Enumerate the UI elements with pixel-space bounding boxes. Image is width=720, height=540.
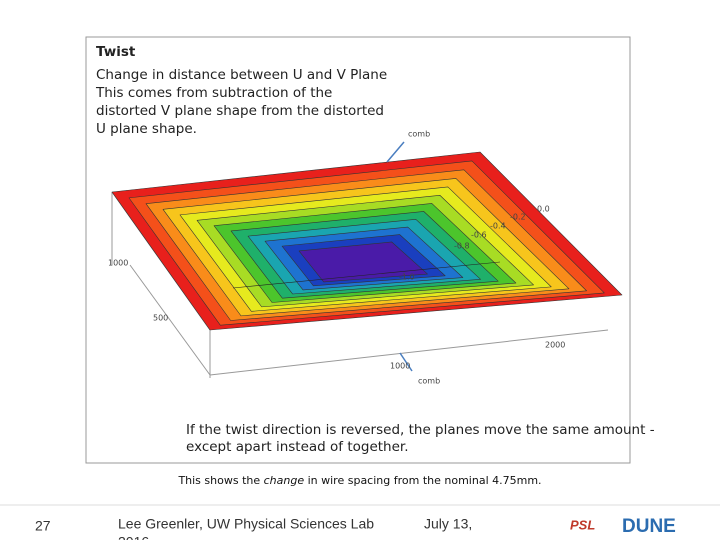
footer-author: Lee Greenler, UW Physical Sciences Lab <box>118 516 374 532</box>
contour-label: -0.8 <box>454 242 470 251</box>
axis-label: 1000 <box>108 259 128 268</box>
logo: PSL <box>570 517 595 532</box>
description-line: This comes from subtraction of the <box>95 85 332 101</box>
description-line: distorted V plane shape from the distort… <box>96 103 384 119</box>
axis-label: 500 <box>153 314 168 323</box>
figure-title: Twist <box>96 44 136 60</box>
pointer-label: comb <box>408 130 430 139</box>
caption-text: in wire spacing from the nominal 4.75mm. <box>304 474 541 487</box>
caption-emphasis: change <box>264 474 305 487</box>
pointer-arrow <box>399 352 413 372</box>
note-line: except apart instead of together. <box>186 439 409 455</box>
caption: This shows the change in wire spacing fr… <box>177 474 541 487</box>
note-line: If the twist direction is reversed, the … <box>186 422 655 438</box>
axis-label: 1000 <box>390 362 410 371</box>
contour-label: -1.0 <box>399 273 415 282</box>
description-line: Change in distance between U and V Plane <box>96 67 387 83</box>
axis <box>209 329 609 376</box>
footer-year: 2016 <box>118 534 149 540</box>
logo: DUNE <box>622 516 676 537</box>
axis-label: 2000 <box>545 341 565 350</box>
description-line: U plane shape. <box>96 121 197 137</box>
contour-plot <box>111 151 623 378</box>
axis <box>129 264 211 376</box>
contour-label: -0.4 <box>490 222 506 231</box>
footer-date: July 13, <box>424 516 472 532</box>
pointer-arrow <box>386 141 405 163</box>
page-number: 27 <box>35 518 51 534</box>
contour-label: -0.6 <box>471 231 487 240</box>
contour-label: 0.0 <box>537 205 550 214</box>
pointer-label: comb <box>418 377 440 386</box>
caption-text: This shows the <box>177 474 263 487</box>
contour-label: -0.2 <box>510 213 526 222</box>
contour-centerline <box>232 261 501 289</box>
